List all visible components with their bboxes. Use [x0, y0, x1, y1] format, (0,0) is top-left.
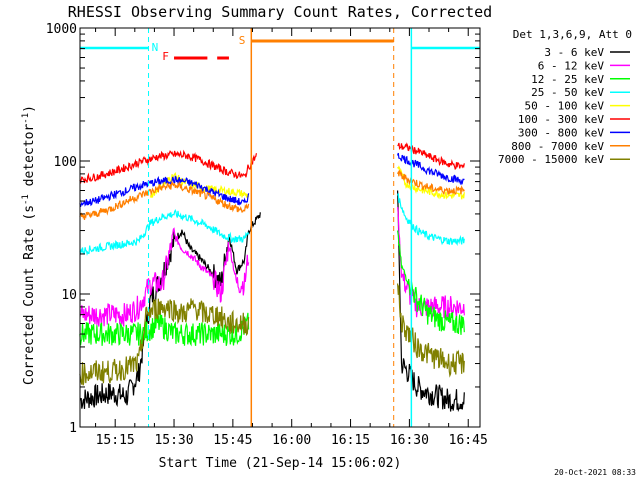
y-tick-label-3: 1000 — [46, 22, 77, 37]
x-tick-label-5: 16:30 — [390, 433, 429, 448]
annotation-s: S — [239, 34, 246, 47]
x-tick-label-4: 16:15 — [331, 433, 370, 448]
x-tick-label-3: 16:00 — [272, 433, 311, 448]
x-tick-label-6: 16:45 — [449, 433, 488, 448]
series-line-0 — [79, 190, 465, 413]
annotation-n: N — [152, 41, 159, 54]
legend-label-5: 100 - 300 keV — [518, 113, 604, 126]
legend-label-2: 12 - 25 keV — [531, 73, 604, 86]
y-axis-label-sup2: -1 — [21, 113, 31, 124]
legend-label-7: 800 - 7000 keV — [511, 140, 604, 153]
annotation-layer: NF S — [80, 28, 481, 427]
x-tick-label-2: 15:45 — [213, 433, 252, 448]
y-axis-label-main: Corrected Count Rate (s — [22, 205, 37, 385]
legend-label-3: 25 - 50 keV — [531, 86, 604, 99]
series-line-7 — [79, 169, 465, 221]
series-line-5 — [79, 142, 465, 184]
axes-layer: 15:15 15:30 15:45 16:00 16:15 16:30 16:45 1 10 10… — [46, 22, 488, 448]
x-tick-label-1: 15:30 — [154, 433, 193, 448]
x-tick-label-0: 15:15 — [96, 433, 135, 448]
timestamp: 20-Oct-2021 08:33 — [554, 468, 636, 477]
series-line-8 — [79, 283, 465, 386]
chart-title: RHESSI Observing Summary Count Rates, Co… — [68, 3, 492, 21]
x-axis-label: Start Time (21-Sep-14 15:06:02) — [159, 456, 402, 471]
y-tick-label-1: 10 — [61, 288, 77, 303]
series-layer — [79, 142, 465, 413]
series-line-3 — [79, 193, 465, 256]
legend-label-4: 50 - 100 keV — [525, 100, 605, 113]
series-line-2 — [79, 230, 465, 347]
legend-label-0: 3 - 6 keV — [544, 46, 604, 59]
legend-label-8: 7000 - 15000 keV — [498, 153, 604, 166]
y-tick-label-2: 100 — [54, 155, 77, 170]
y-axis-label-end: ) — [22, 105, 37, 113]
legend-label-6: 300 - 800 keV — [518, 126, 604, 139]
axes-frame — [79, 27, 481, 428]
y-tick-label-0: 1 — [69, 421, 77, 436]
series-line-6 — [79, 152, 465, 207]
y-axis-label-sup1: -1 — [21, 194, 31, 205]
legend-title: Det 1,3,6,9, Att 0 — [513, 28, 632, 41]
y-axis-label: Corrected Count Rate (s-1 detector-1) — [21, 105, 37, 385]
annotation-f: F — [162, 50, 169, 63]
legend-label-1: 6 - 12 keV — [538, 59, 605, 72]
y-axis-label-mid: detector — [22, 124, 37, 195]
